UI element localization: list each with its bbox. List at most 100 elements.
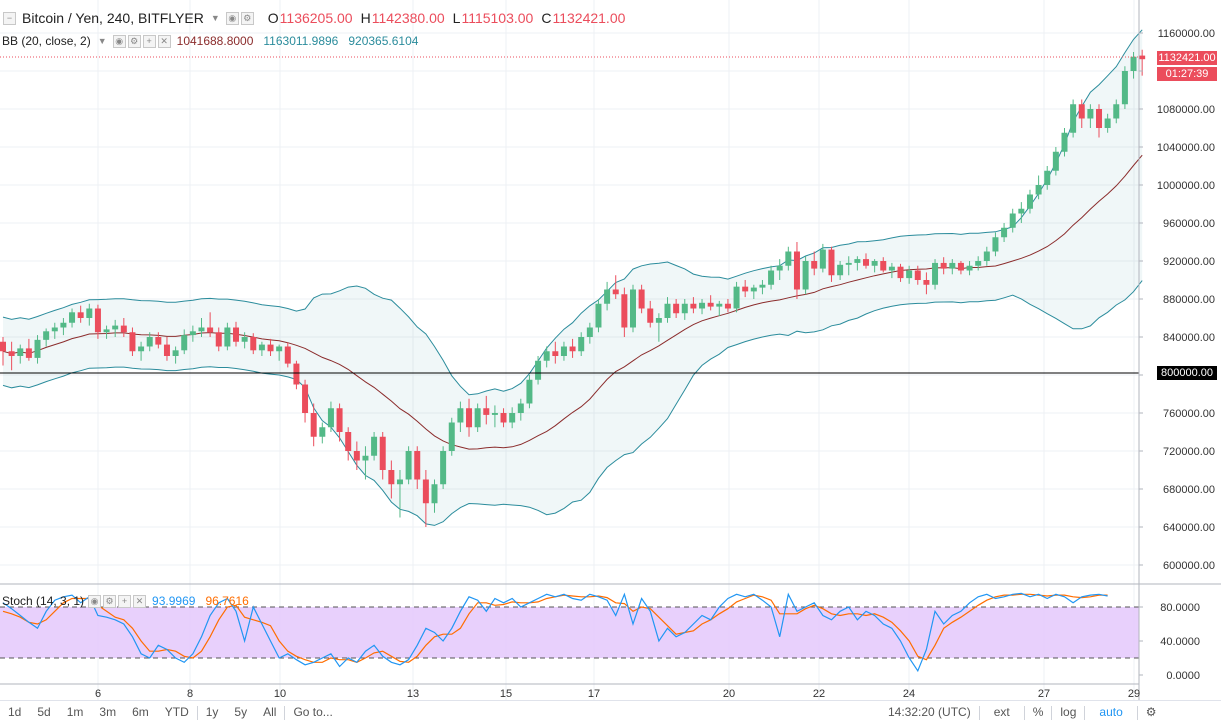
candle [51, 322, 58, 339]
candle [43, 328, 50, 347]
candle [750, 284, 757, 299]
toolbar-right: 14:32:20 (UTC) ext % log auto ⚙ [880, 701, 1165, 724]
candle [34, 335, 41, 364]
candle [517, 398, 524, 421]
price-tick-label: 1080000.00 [1157, 104, 1215, 116]
clock-time[interactable]: 14:32:20 (UTC) [888, 705, 971, 719]
gear-icon[interactable]: ⚙ [1145, 705, 1157, 719]
candle [250, 333, 257, 355]
range-5d[interactable]: 5d [37, 705, 51, 719]
candle-body [103, 329, 110, 333]
range-1m[interactable]: 1m [66, 705, 84, 719]
candle [560, 341, 567, 361]
candle-body [612, 289, 619, 295]
candle [405, 446, 412, 485]
candle-body [207, 327, 214, 333]
candle-body [431, 484, 438, 504]
candle-body [690, 303, 697, 309]
range-3m[interactable]: 3m [99, 705, 117, 719]
auto-toggle[interactable]: auto [1099, 705, 1123, 719]
open-value: 1136205.00 [279, 10, 353, 26]
candle-body [1001, 227, 1008, 238]
candle [578, 332, 585, 356]
price-tick-label: 600000.00 [1163, 560, 1215, 572]
more-icon[interactable]: + [118, 594, 132, 608]
price-tick-label: 760000.00 [1163, 408, 1215, 420]
collapse-icon[interactable]: − [3, 11, 16, 25]
candle-body [750, 287, 757, 292]
candle [181, 329, 188, 355]
goto-button[interactable]: Go to... [293, 705, 333, 719]
ext-toggle[interactable]: ext [993, 705, 1010, 719]
candle-body [310, 413, 317, 437]
candle [224, 322, 231, 351]
eye-icon[interactable]: ◉ [112, 34, 126, 48]
candles [0, 49, 1146, 527]
candle [604, 281, 611, 311]
eye-icon[interactable]: ◉ [225, 11, 239, 25]
candle [8, 341, 15, 371]
candle [241, 332, 248, 349]
candle [526, 375, 533, 409]
chevron-down-icon[interactable]: ▼ [210, 13, 220, 23]
range-6m[interactable]: 6m [132, 705, 149, 719]
candle-body [319, 427, 326, 437]
range-1d[interactable]: 1d [8, 705, 22, 719]
range-all[interactable]: All [263, 705, 277, 719]
countdown-tag: 01:27:39 [1157, 67, 1217, 81]
candle-body [258, 344, 265, 351]
eye-icon[interactable]: ◉ [88, 594, 102, 608]
price-tick-label: 1040000.00 [1157, 142, 1215, 154]
candle-body [69, 312, 76, 323]
candle [983, 246, 990, 266]
candle [146, 332, 153, 352]
candle-body [1009, 213, 1016, 228]
percent-toggle[interactable]: % [1032, 705, 1044, 719]
candle [120, 318, 127, 337]
bb-legend: BB (20, close, 2) ▼ ◉ ⚙ + ✕ 1041688.8000… [0, 32, 418, 50]
candle-body [509, 413, 516, 423]
candle-body [673, 303, 680, 314]
range-ytd[interactable]: YTD [164, 705, 189, 719]
time-tick-label: 27 [1038, 688, 1050, 700]
range-5y[interactable]: 5y [234, 705, 248, 719]
candle [595, 299, 602, 333]
hline-price-tag: 800000.00 [1157, 366, 1217, 380]
bb-lower-line [2, 280, 1143, 526]
price-chart[interactable]: 1160000.001120000.001080000.001040000.00… [0, 0, 1221, 700]
bb-title[interactable]: BB (20, close, 2) [2, 34, 91, 48]
candle [552, 341, 559, 364]
candle-body [655, 318, 662, 323]
chevron-down-icon[interactable]: ▼ [97, 36, 107, 46]
low-value: 1115103.00 [461, 10, 534, 26]
candle [802, 256, 809, 295]
candle [638, 284, 645, 314]
gear-icon[interactable]: ⚙ [103, 594, 117, 608]
log-toggle[interactable]: log [1060, 705, 1077, 719]
more-icon[interactable]: + [142, 34, 156, 48]
close-icon[interactable]: ✕ [157, 34, 171, 48]
range-1y[interactable]: 1y [205, 705, 219, 719]
candle [793, 242, 800, 299]
candle-body [371, 436, 378, 456]
candle [940, 257, 947, 275]
candle [310, 403, 317, 447]
close-icon[interactable]: ✕ [133, 594, 147, 608]
candle-body [457, 408, 464, 423]
gear-icon[interactable]: ⚙ [127, 34, 141, 48]
candle [785, 246, 792, 271]
candle [362, 446, 369, 480]
stoch-title[interactable]: Stoch (14, 3, 1) [2, 594, 85, 608]
candle [1078, 99, 1085, 128]
candle-body [284, 346, 291, 364]
candle-body [759, 284, 766, 288]
current-price-tag: 1132421.00 [1157, 51, 1217, 65]
candle-body [983, 251, 990, 261]
candle [957, 261, 964, 275]
symbol-title[interactable]: Bitcoin / Yen, 240, BITFLYER [22, 10, 204, 26]
gear-icon[interactable]: ⚙ [240, 11, 254, 25]
candle [77, 305, 84, 323]
candle [828, 246, 835, 282]
candle [198, 318, 205, 337]
candle-body [888, 266, 895, 271]
